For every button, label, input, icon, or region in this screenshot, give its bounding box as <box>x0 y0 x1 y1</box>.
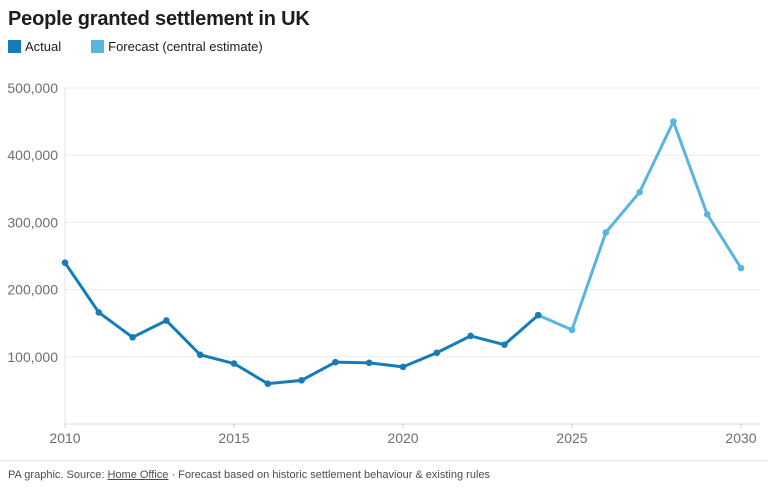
actual-data-point <box>61 259 69 267</box>
actual-data-point <box>365 359 373 367</box>
y-axis-tick-label: 100,000 <box>7 349 58 365</box>
actual-data-point <box>332 358 339 366</box>
source-link[interactable]: Home Office <box>107 469 169 481</box>
actual-data-point <box>95 309 103 316</box>
actual-data-point <box>230 360 238 367</box>
forecast-line <box>536 120 743 332</box>
x-axis-tick-label: 2020 <box>387 430 418 446</box>
settlement-line-chart: 100,000 200,000 300,000 400,000 500,000 2010 2… <box>7 80 760 446</box>
actual-data-point <box>534 311 542 319</box>
forecast-data-point <box>568 326 576 334</box>
actual-data-point <box>163 317 170 324</box>
actual-data-point <box>196 351 204 359</box>
actual-line <box>63 261 540 386</box>
forecast-data-point <box>703 211 711 218</box>
forecast-swatch-icon <box>91 40 105 53</box>
y-axis-tick-label: 400,000 <box>7 147 58 163</box>
x-axis-tick-label: 2025 <box>556 430 587 446</box>
actual-data-point <box>433 349 441 357</box>
actual-data-point <box>501 341 508 349</box>
actual-data-point <box>399 363 407 371</box>
legend-item-actual: Actual <box>8 39 61 54</box>
y-axis-tick-label: 500,000 <box>7 80 58 96</box>
x-axis-tick-label: 2010 <box>49 430 80 446</box>
forecast-data-point <box>670 118 677 125</box>
actual-data-point <box>298 377 305 384</box>
legend-label-actual: Actual <box>25 39 62 54</box>
actual-data-point <box>264 380 272 387</box>
footer-suffix: · Forecast based on historic settlement … <box>168 469 491 481</box>
forecast-data-point <box>737 264 745 272</box>
legend-item-forecast: Forecast (central estimate) <box>91 39 263 54</box>
x-axis-tick-label: 2015 <box>218 430 249 446</box>
x-axis-tick-label: 2030 <box>725 430 756 446</box>
legend-label-forecast: Forecast (central estimate) <box>108 39 263 54</box>
actual-data-point <box>467 332 474 340</box>
actual-swatch-icon <box>8 40 21 53</box>
y-axis-tick-label: 200,000 <box>7 282 58 298</box>
footer-note: PA graphic. Source: Home Office · Foreca… <box>0 460 768 481</box>
forecast-data-point <box>602 229 610 236</box>
y-axis-tick-label: 300,000 <box>7 214 58 230</box>
page-title: People granted settlement in UK <box>8 8 310 30</box>
footer-prefix: PA graphic. Source: <box>8 469 108 481</box>
forecast-data-point <box>636 188 643 196</box>
actual-data-point <box>129 334 136 341</box>
legend: Actual Forecast (central estimate) <box>8 39 263 54</box>
